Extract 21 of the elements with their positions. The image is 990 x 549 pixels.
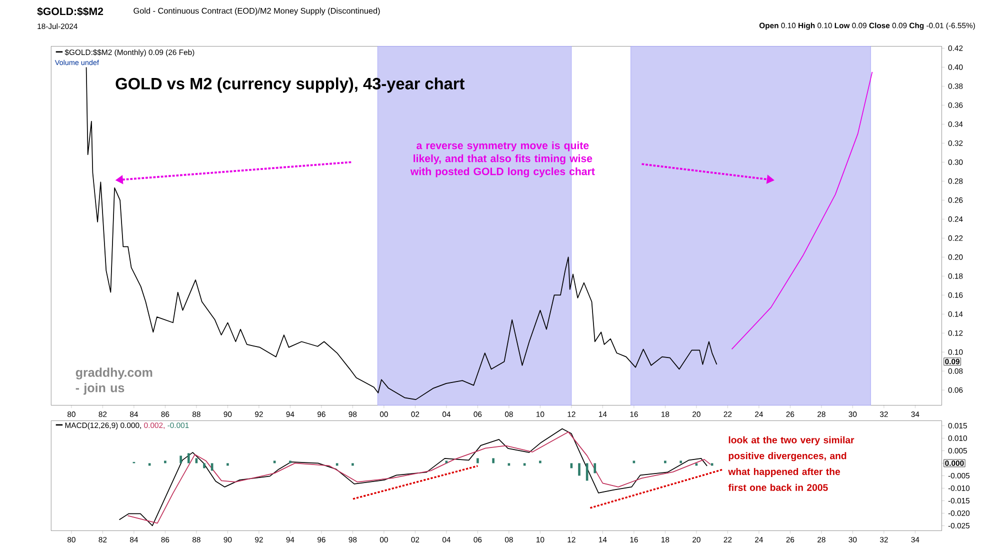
bar xyxy=(289,460,292,464)
annotation: graddhy.com - join us xyxy=(76,368,152,395)
text: Gold - Continuous Contract (EOD)/M2 Money Supply (Discontinued) xyxy=(134,8,380,16)
annotation: a reverse symmetry move is quite likely, and that also fits timing wise with posted GOLD long cycles chart xyxy=(410,141,595,178)
bar xyxy=(187,453,190,464)
bar xyxy=(226,463,229,466)
bar xyxy=(352,463,354,466)
bar xyxy=(664,460,666,464)
bar xyxy=(539,460,542,464)
bar xyxy=(180,456,182,464)
bar xyxy=(476,458,479,464)
text: $GOLD:$$M2 xyxy=(37,7,104,16)
bar xyxy=(680,460,682,464)
text: GOLD vs M2 (currency supply), 43-year chart xyxy=(116,77,465,93)
bar xyxy=(164,460,166,464)
bar xyxy=(578,463,580,476)
bar xyxy=(594,463,596,474)
bar xyxy=(492,458,494,464)
line-series xyxy=(731,71,873,350)
annotation: look at the two very similar positive divergences, and what happened after the first one back in 2005 xyxy=(728,436,854,491)
bar xyxy=(203,463,206,468)
